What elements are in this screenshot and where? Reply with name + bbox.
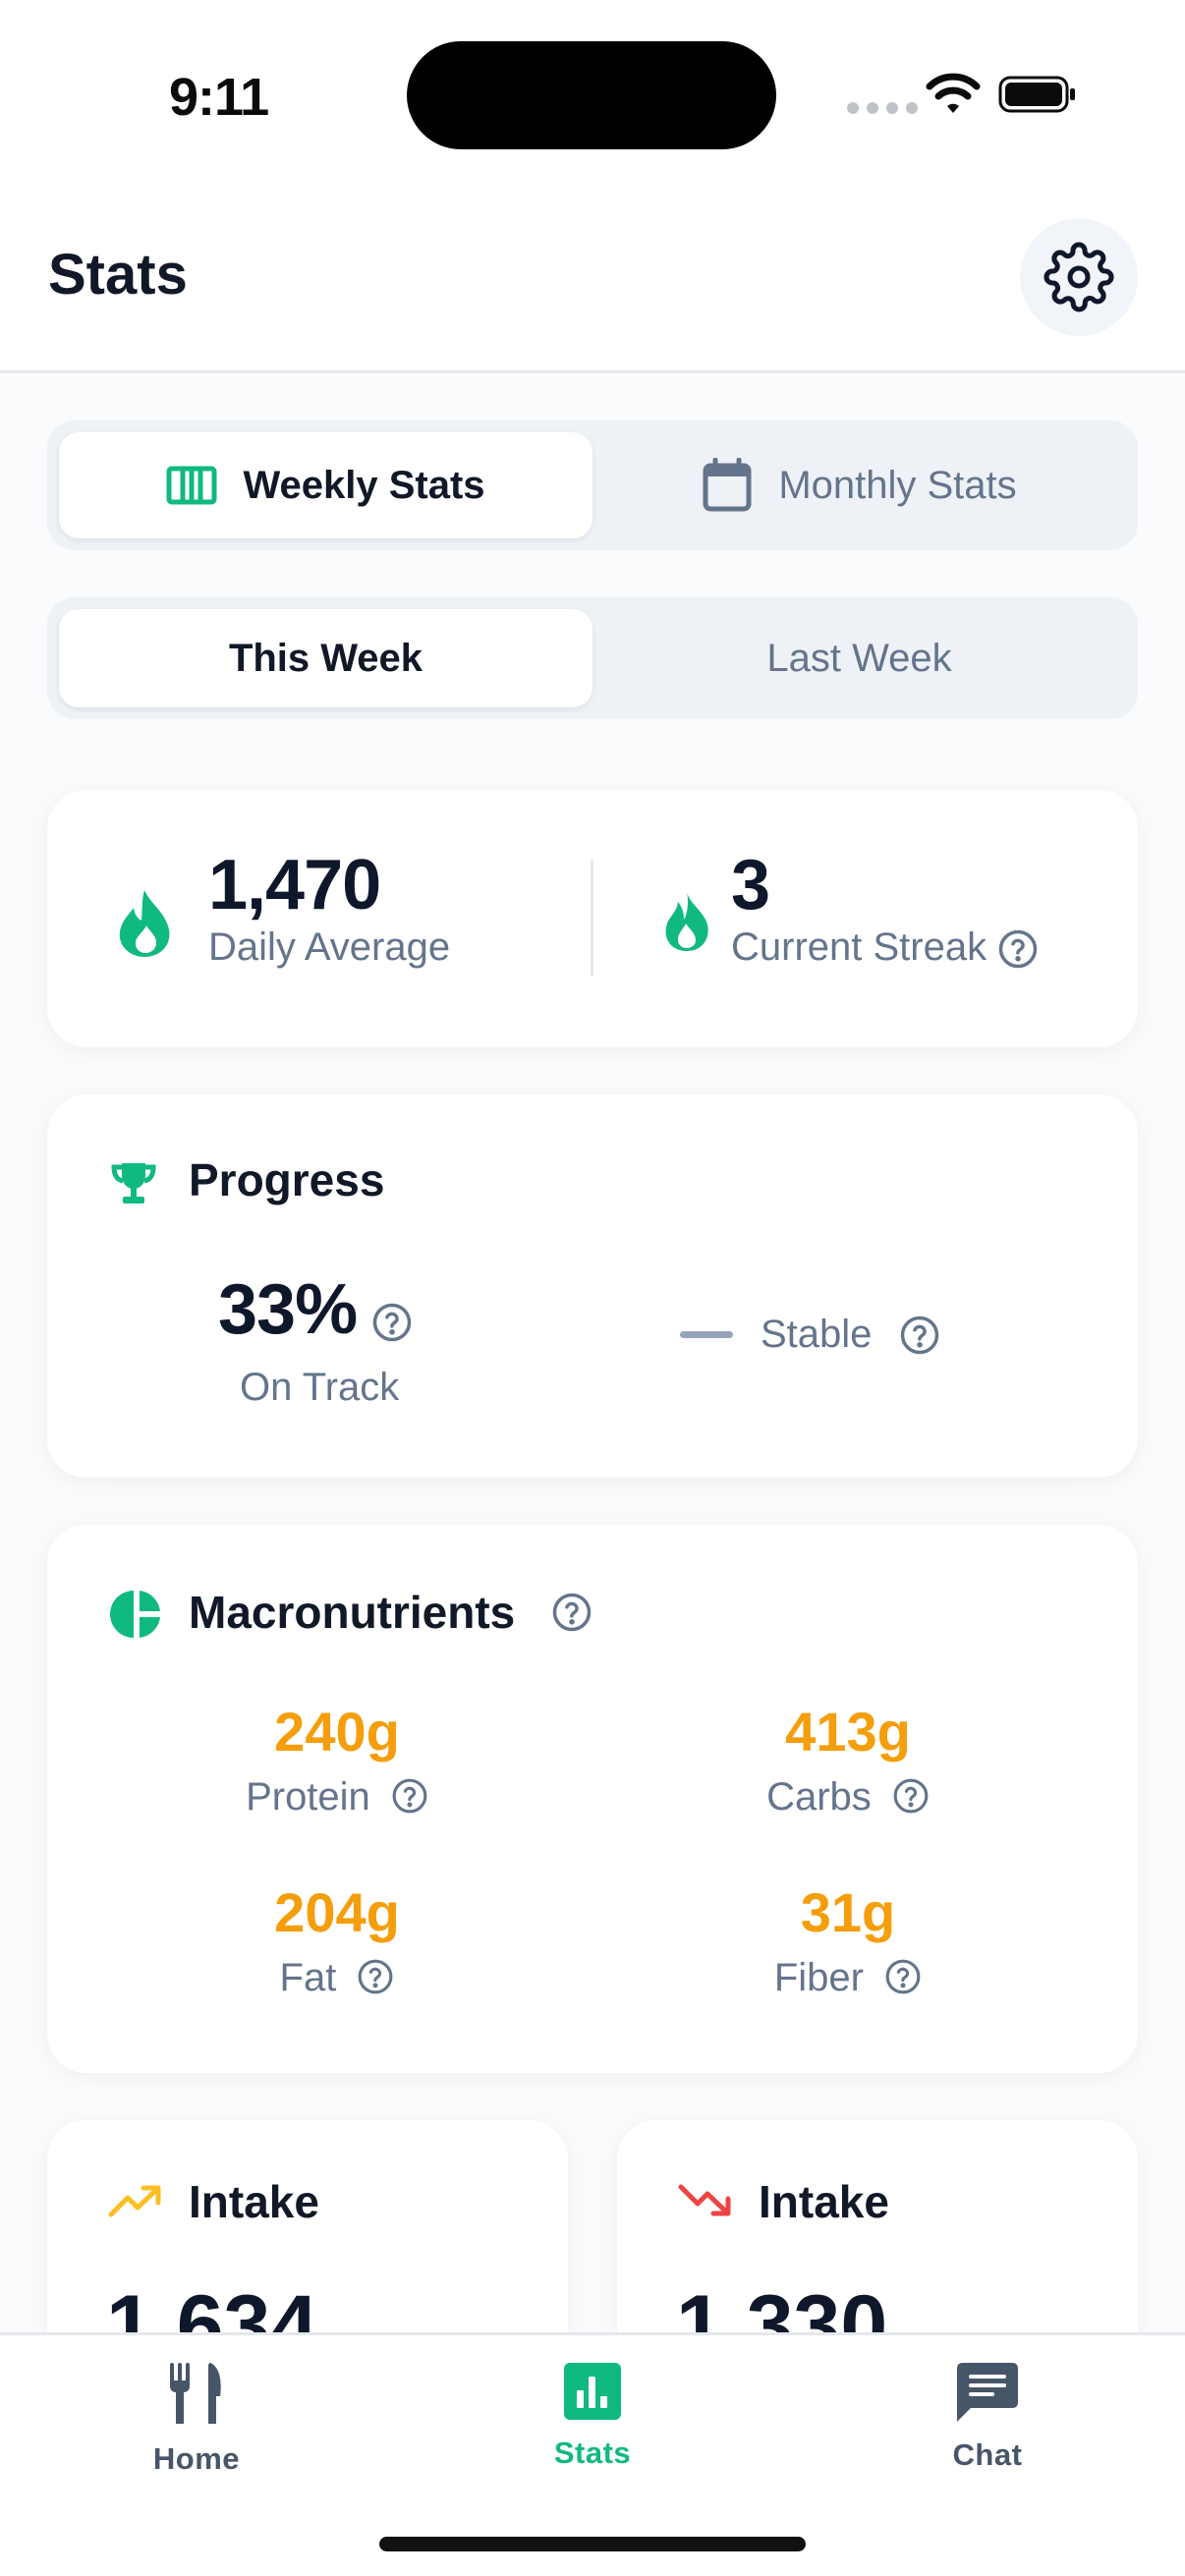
help-icon[interactable] bbox=[371, 1302, 413, 1343]
help-icon[interactable] bbox=[357, 1958, 394, 1995]
progress-title: Progress bbox=[189, 1154, 385, 1205]
calendar-icon bbox=[703, 458, 752, 512]
summary-divider bbox=[591, 861, 593, 977]
columns-icon bbox=[166, 466, 217, 505]
current-streak-value: 3 bbox=[731, 846, 770, 924]
tab-last-week[interactable]: Last Week bbox=[766, 636, 952, 680]
progress-percent: 33% bbox=[218, 1270, 358, 1349]
home-indicator bbox=[379, 2537, 806, 2551]
tab-home[interactable]: Home bbox=[88, 2361, 305, 2477]
macro-value: 31g bbox=[800, 1881, 896, 1943]
progress-card: Progress 33% On Track Stable bbox=[47, 1094, 1138, 1478]
bottom-tab-bar: Home Stats Chat bbox=[0, 2332, 1185, 2576]
help-icon[interactable] bbox=[997, 928, 1039, 970]
dynamic-island bbox=[407, 41, 776, 149]
macro-label-row: Protein bbox=[91, 1775, 583, 1820]
page-title: Stats bbox=[48, 243, 188, 307]
help-icon[interactable] bbox=[884, 1958, 922, 1995]
tab-stats[interactable]: Stats bbox=[484, 2361, 701, 2471]
macro-label-row: Carbs bbox=[602, 1775, 1094, 1820]
macro-label: Fiber bbox=[773, 1956, 864, 1999]
period-segmented-control: This Week Last Week bbox=[47, 597, 1138, 719]
progress-percent-row: 33% bbox=[218, 1269, 413, 1350]
gear-icon bbox=[1044, 242, 1114, 312]
help-icon[interactable] bbox=[899, 1315, 940, 1356]
macro-carbs: 413g Carbs bbox=[602, 1700, 1094, 1820]
macro-label: Carbs bbox=[766, 1775, 872, 1819]
tab-monthly-stats-label: Monthly Stats bbox=[778, 463, 1017, 507]
trend-label: Stable bbox=[761, 1313, 873, 1356]
wifi-icon bbox=[926, 73, 981, 113]
help-icon[interactable] bbox=[391, 1777, 428, 1815]
trending-up-icon bbox=[108, 2185, 161, 2217]
fork-knife-icon bbox=[170, 2363, 221, 2424]
daily-average-label: Daily Average bbox=[208, 925, 451, 969]
tab-chat[interactable]: Chat bbox=[879, 2361, 1096, 2473]
cellular-signal-icon bbox=[847, 102, 918, 114]
progress-status: On Track bbox=[240, 1366, 400, 1409]
flame-icon bbox=[119, 890, 170, 957]
current-streak-label: Current Streak bbox=[731, 925, 988, 969]
macronutrients-title: Macronutrients bbox=[189, 1587, 516, 1638]
tab-this-week[interactable]: This Week bbox=[59, 609, 592, 707]
macro-label-row: Fat bbox=[91, 1956, 583, 2000]
tab-stats-label: Stats bbox=[553, 2436, 632, 2470]
macro-fat: 204g Fat bbox=[91, 1880, 583, 2000]
macro-label: Protein bbox=[246, 1775, 370, 1819]
tab-weekly-stats[interactable]: Weekly Stats bbox=[59, 432, 592, 538]
macro-value: 240g bbox=[274, 1701, 400, 1763]
macro-value: 204g bbox=[274, 1881, 400, 1943]
tab-monthly-stats[interactable]: Monthly Stats bbox=[592, 432, 1126, 538]
stable-dash-icon bbox=[680, 1331, 733, 1338]
macro-label-row: Fiber bbox=[602, 1956, 1094, 2000]
macro-protein: 240g Protein bbox=[91, 1700, 583, 1820]
macro-fiber: 31g Fiber bbox=[602, 1880, 1094, 2000]
tab-weekly-stats-label: Weekly Stats bbox=[243, 463, 485, 507]
intake-high-title: Intake bbox=[189, 2176, 319, 2227]
intake-low-title: Intake bbox=[759, 2176, 889, 2227]
tab-home-label: Home bbox=[152, 2441, 241, 2476]
status-bar: 9:11 bbox=[0, 0, 1185, 187]
daily-average-value: 1,470 bbox=[208, 846, 381, 924]
battery-icon bbox=[998, 76, 1075, 113]
pie-chart-icon bbox=[110, 1591, 160, 1638]
trending-down-icon bbox=[678, 2184, 731, 2216]
streak-flame-icon bbox=[665, 890, 708, 951]
view-segmented-control: Weekly Stats Monthly Stats bbox=[47, 420, 1138, 550]
bar-chart-icon bbox=[564, 2363, 621, 2420]
current-streak-label-row: Current Streak bbox=[731, 925, 1039, 970]
summary-card: 1,470 Daily Average 3 Current Streak bbox=[47, 790, 1138, 1047]
tab-chat-label: Chat bbox=[952, 2437, 1023, 2472]
help-icon[interactable] bbox=[892, 1777, 930, 1815]
macronutrients-title-row: Macronutrients bbox=[189, 1586, 592, 1639]
trophy-icon bbox=[111, 1163, 156, 1204]
macro-value: 413g bbox=[785, 1701, 911, 1763]
app-header: Stats bbox=[0, 187, 1185, 373]
trend-indicator: Stable bbox=[680, 1313, 940, 1357]
macronutrients-card: Macronutrients 240g Protein 413g Carbs 2… bbox=[47, 1525, 1138, 2073]
status-time: 9:11 bbox=[169, 68, 269, 127]
macro-label: Fat bbox=[279, 1956, 337, 1999]
help-icon[interactable] bbox=[551, 1592, 592, 1633]
settings-button[interactable] bbox=[1020, 218, 1138, 336]
chat-icon bbox=[957, 2363, 1018, 2422]
